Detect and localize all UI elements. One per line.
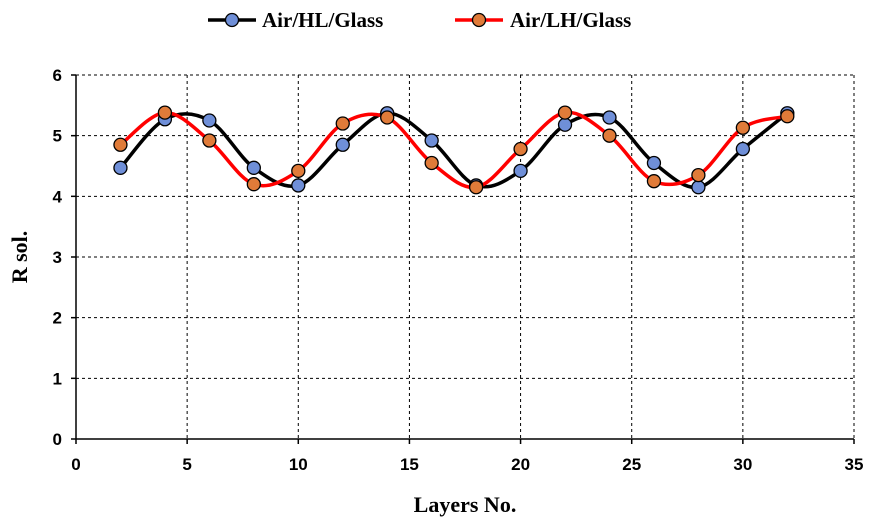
data-point-series-2 [691,167,706,183]
x-tick-label: 15 [400,455,419,474]
series-lines [119,110,789,190]
x-tick-label: 10 [289,455,308,474]
data-point-series-1 [246,160,261,175]
data-point-series-1 [557,117,573,132]
data-point-series-1 [735,141,751,157]
y-tick-label: 6 [53,66,62,85]
data-point-series-2 [468,180,484,195]
data-point-series-1 [646,155,662,171]
axes [71,74,855,444]
data-point-series-1 [513,163,528,179]
legend-label-1: Air/HL/Glass [262,8,383,32]
data-point-series-1 [424,133,439,148]
data-point-series-2 [291,163,306,179]
series-line-1 [119,111,789,190]
data-point-series-2 [157,105,173,120]
x-tick-label: 35 [845,455,864,474]
x-tick-label: 0 [71,455,80,474]
data-point-series-2 [602,128,617,143]
data-point-series-1 [113,160,128,175]
y-tick-label: 5 [53,127,62,146]
y-tick-label: 2 [53,309,62,328]
legend-marker-1 [224,12,240,28]
legend-marker-2 [471,12,487,28]
data-point-series-1 [691,180,706,195]
data-point-series-2 [246,177,261,192]
y-axis-title: R sol. [7,231,32,284]
tick-labels: 0 1 2 3 4 5 6 0 5 10 15 20 25 30 35 [53,66,864,474]
series-line-2 [119,110,788,190]
data-point-series-1 [291,178,306,193]
y-tick-label: 4 [53,187,63,206]
x-tick-label: 25 [622,455,641,474]
data-point-series-2 [646,174,662,189]
legend-label-2: Air/LH/Glass [510,8,631,32]
x-axis-title: Layers No. [414,492,517,517]
data-point-series-2 [557,105,573,120]
data-point-series-2 [335,116,350,131]
legend: Air/HL/Glass Air/LH/Glass [208,8,631,32]
x-tick-label: 30 [733,455,752,474]
data-point-series-2 [113,137,128,152]
data-point-series-2 [202,133,217,148]
data-point-series-2 [424,155,439,171]
x-tick-label: 20 [511,455,530,474]
y-tick-label: 0 [53,430,62,449]
data-point-series-1 [335,137,350,152]
data-point-series-2 [380,110,395,125]
y-tick-label: 3 [53,248,62,267]
series-points [113,105,795,195]
data-point-series-2 [513,141,528,157]
data-point-series-2 [780,109,795,124]
x-tick-label: 5 [182,455,191,474]
data-point-series-1 [202,113,217,128]
data-point-series-1 [602,110,617,125]
y-tick-label: 1 [53,369,62,388]
data-point-series-2 [735,120,751,135]
